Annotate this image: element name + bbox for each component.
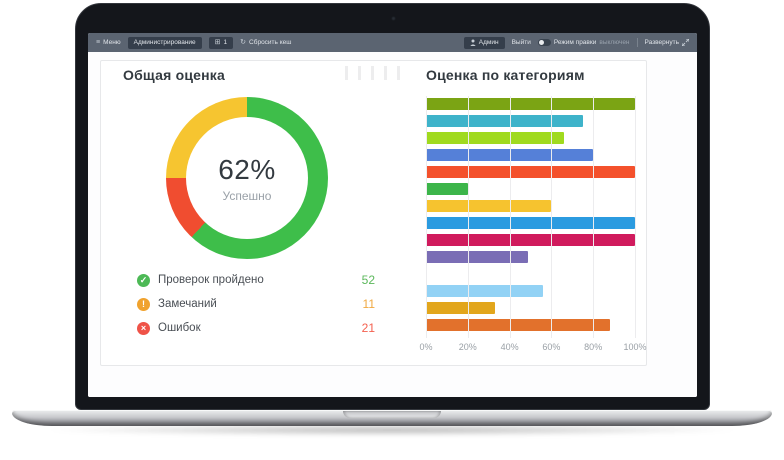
bar <box>426 302 495 314</box>
bar-row <box>426 166 635 183</box>
bar <box>426 132 564 144</box>
bar <box>426 217 635 229</box>
bar-row <box>426 319 635 336</box>
x-tick-label: 40% <box>500 342 519 352</box>
gridline <box>593 96 595 338</box>
laptop-base <box>12 410 772 426</box>
legend-row-errors: × Ошибок 21 <box>137 321 375 335</box>
bar-row <box>426 132 635 149</box>
notifications-button[interactable]: ⊞ 1 <box>208 36 234 49</box>
notifications-count: 1 <box>223 39 228 46</box>
refresh-icon: ↻ <box>240 39 247 46</box>
x-axis: 0% 20% 40% 60% 80% 100% <box>419 342 646 354</box>
bar <box>426 183 468 195</box>
x-tick-label: 60% <box>542 342 561 352</box>
legend-label: Проверок пройдено <box>158 274 264 286</box>
categories-bar-chart <box>426 96 636 338</box>
x-tick-label: 100% <box>623 342 647 352</box>
bar <box>426 200 552 212</box>
overall-score-title: Общая оценка <box>123 67 225 83</box>
cross-circle-icon: × <box>137 321 150 335</box>
bar-rows <box>426 98 635 336</box>
laptop-bezel: ≡ Меню Администрирование ⊞ 1 ↻ Сбросить … <box>75 3 710 410</box>
legend-value: 52 <box>361 273 375 287</box>
administration-label: Администрирование <box>133 39 196 46</box>
expand-label: Развернуть <box>644 39 679 46</box>
gridline <box>426 96 427 338</box>
legend-row-warnings: ! Замечаний 11 <box>137 297 375 311</box>
bar <box>426 234 635 246</box>
logout-label: Выйти <box>511 39 531 46</box>
expand-icon <box>682 39 689 46</box>
overall-donut-chart: 62% Успешно <box>166 97 328 259</box>
bar <box>426 115 583 127</box>
x-tick-label: 20% <box>458 342 477 352</box>
logout-button[interactable]: Выйти <box>512 39 531 46</box>
legend-row-passed: ✓ Проверок пройдено 52 <box>137 273 375 287</box>
bar <box>426 319 610 331</box>
laptop-shadow <box>40 424 744 436</box>
menu-button[interactable]: ≡ Меню <box>96 39 121 46</box>
webcam-dot <box>390 16 396 21</box>
legend-label: Замечаний <box>158 298 217 310</box>
bar-row <box>426 183 635 200</box>
gridline <box>635 96 636 338</box>
donut-center: 62% Успешно <box>186 117 308 239</box>
bar-row <box>426 251 635 268</box>
menu-label: Меню <box>103 39 121 46</box>
exclamation-circle-icon: ! <box>137 297 150 311</box>
x-tick-label: 80% <box>584 342 603 352</box>
grid-icon: ⊞ <box>214 39 221 46</box>
legend-label: Ошибок <box>158 322 201 334</box>
bar-row <box>426 268 635 285</box>
expand-button[interactable]: Развернуть <box>645 39 689 46</box>
check-circle-icon: ✓ <box>137 273 150 287</box>
toggle-icon <box>537 39 551 46</box>
donut-caption: Успешно <box>222 188 272 203</box>
user-icon <box>470 39 476 46</box>
laptop-notch <box>343 411 441 418</box>
refresh-cache-button[interactable]: ↻ Сбросить кеш <box>240 39 291 46</box>
bar <box>426 251 529 263</box>
administration-button[interactable]: Администрирование <box>127 36 202 49</box>
admin-topbar: ≡ Меню Администрирование ⊞ 1 ↻ Сбросить … <box>88 33 697 52</box>
bar-row <box>426 285 635 302</box>
gridline <box>467 96 469 338</box>
bar <box>426 285 544 297</box>
legend-value: 21 <box>361 321 375 335</box>
dashboard-content: Общая оценка Оценка по категориям 62% Ус… <box>88 52 697 397</box>
dashboard-card: Общая оценка Оценка по категориям 62% Ус… <box>100 60 647 366</box>
gridline <box>551 96 553 338</box>
bar-row <box>426 115 635 132</box>
bar <box>426 98 635 110</box>
bar-row <box>426 302 635 319</box>
topbar-divider <box>636 38 638 47</box>
edit-mode-state: выключен <box>599 39 630 46</box>
overall-legend: ✓ Проверок пройдено 52 ! Замечаний 11 × … <box>137 273 375 345</box>
edit-mode-label: Режим правки <box>553 39 597 46</box>
bar-row <box>426 234 635 251</box>
bar-row <box>426 149 635 166</box>
categories-title: Оценка по категориям <box>426 67 585 83</box>
faint-marks <box>345 66 400 80</box>
donut-percent: 62% <box>218 153 276 185</box>
bar <box>426 166 635 178</box>
edit-mode-toggle[interactable]: Режим правки выключен <box>537 39 630 46</box>
bar-row <box>426 200 635 217</box>
x-tick-label: 0% <box>419 342 433 352</box>
gridline <box>509 96 511 338</box>
bar-row <box>426 98 635 115</box>
hamburger-icon: ≡ <box>96 39 101 46</box>
user-button[interactable]: Админ <box>463 36 505 49</box>
legend-value: 11 <box>362 297 375 311</box>
user-label: Админ <box>478 39 499 46</box>
refresh-cache-label: Сбросить кеш <box>249 39 292 46</box>
bar-row <box>426 217 635 234</box>
laptop-screen: ≡ Меню Администрирование ⊞ 1 ↻ Сбросить … <box>88 33 697 397</box>
